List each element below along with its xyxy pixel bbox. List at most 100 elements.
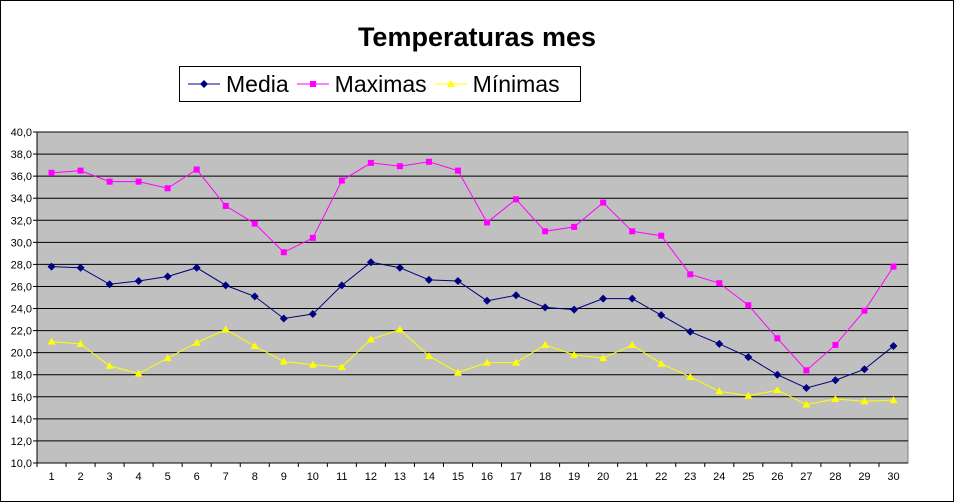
legend-item-maximas: Maximas	[296, 70, 427, 98]
legend-label: Mínimas	[472, 70, 560, 97]
data-point	[250, 342, 259, 350]
legend-item-media: Media	[188, 71, 289, 98]
y-tick-label: 12,0	[11, 436, 32, 448]
x-tick-label: 14	[423, 471, 435, 483]
data-point	[744, 353, 753, 362]
data-point	[512, 291, 521, 300]
data-point	[221, 325, 230, 333]
data-point	[338, 177, 345, 184]
data-point	[570, 350, 579, 358]
x-tick-label: 27	[800, 471, 812, 483]
x-tick-label: 26	[771, 471, 783, 483]
x-tick-label: 18	[539, 471, 551, 483]
data-point	[280, 249, 287, 256]
data-point	[629, 228, 636, 235]
data-point	[250, 292, 259, 301]
data-point	[105, 361, 114, 369]
data-point	[454, 167, 461, 174]
data-point	[308, 360, 317, 368]
data-point	[135, 178, 142, 185]
data-point	[803, 367, 810, 374]
x-tick-label: 24	[713, 471, 725, 483]
data-point	[802, 383, 811, 392]
data-point	[221, 281, 230, 290]
data-point	[599, 294, 608, 303]
legend: Media Maximas Mínimas	[179, 66, 581, 102]
data-point	[687, 271, 694, 278]
data-point	[831, 395, 840, 403]
data-point	[395, 263, 404, 272]
legend-marker-diamond-icon	[188, 80, 220, 88]
data-point	[279, 357, 288, 365]
x-tick-label: 17	[510, 471, 522, 483]
y-tick-label: 28,0	[11, 259, 32, 271]
x-tick-label: 12	[365, 471, 377, 483]
data-point	[686, 372, 695, 380]
data-point	[541, 303, 550, 312]
y-tick-label: 14,0	[11, 414, 32, 426]
data-point	[541, 340, 550, 348]
data-point	[367, 159, 374, 166]
y-tick-label: 10,0	[11, 458, 32, 470]
x-tick-label: 13	[394, 471, 406, 483]
data-point	[192, 338, 201, 346]
data-point	[366, 335, 375, 343]
series-line	[51, 161, 894, 372]
data-point	[686, 327, 695, 336]
x-tick-label: 2	[77, 471, 83, 483]
data-point	[773, 386, 782, 394]
data-point	[744, 391, 753, 399]
data-point	[76, 263, 85, 272]
data-point	[657, 359, 666, 367]
data-point	[164, 185, 171, 192]
data-point	[47, 337, 56, 345]
data-point	[192, 263, 201, 272]
data-point	[571, 223, 578, 230]
data-point	[570, 305, 579, 314]
data-point	[483, 358, 492, 366]
series-line	[51, 261, 894, 389]
data-point	[628, 294, 637, 303]
legend-label: Maximas	[334, 70, 427, 97]
y-tick-label: 26,0	[11, 281, 32, 293]
data-point	[889, 396, 898, 404]
y-tick-label: 36,0	[11, 171, 32, 183]
data-point	[860, 397, 869, 405]
series-maximas	[48, 158, 897, 374]
x-tick-label: 5	[165, 471, 171, 483]
data-point	[395, 325, 404, 333]
x-tick-label: 30	[887, 471, 899, 483]
y-tick-label: 18,0	[11, 370, 32, 382]
x-tick-label: 22	[655, 471, 667, 483]
data-point	[745, 302, 752, 309]
data-point	[424, 351, 433, 359]
legend-item-minimas: Mínimas	[434, 70, 560, 98]
x-tick-label: 21	[626, 471, 638, 483]
data-point	[222, 202, 229, 209]
data-point	[48, 169, 55, 176]
data-point	[628, 340, 637, 348]
data-point	[134, 369, 143, 377]
data-point	[889, 342, 898, 351]
series-layer	[47, 158, 898, 408]
x-tick-label: 25	[742, 471, 754, 483]
x-tick-label: 28	[829, 471, 841, 483]
legend-marker-triangle-icon	[434, 80, 467, 87]
data-point	[802, 400, 811, 408]
data-point	[861, 307, 868, 314]
data-point	[251, 220, 258, 227]
data-point	[106, 178, 113, 185]
x-tick-label: 20	[597, 471, 609, 483]
x-tick-label: 23	[684, 471, 696, 483]
data-point	[600, 199, 607, 206]
data-point	[453, 368, 462, 376]
chart-title: Temperaturas mes	[357, 22, 597, 52]
x-tick-label: 19	[568, 471, 580, 483]
gridlines	[37, 131, 908, 464]
data-point	[77, 167, 84, 174]
series-minimas	[47, 325, 898, 408]
y-tick-label: 24,0	[11, 304, 32, 316]
data-point	[424, 275, 433, 284]
y-axis: 10,0 12,0 14,0 16,0 18,0 20,0 22,0 24,0 26,0 28,0…	[11, 127, 38, 470]
data-point	[715, 339, 724, 348]
